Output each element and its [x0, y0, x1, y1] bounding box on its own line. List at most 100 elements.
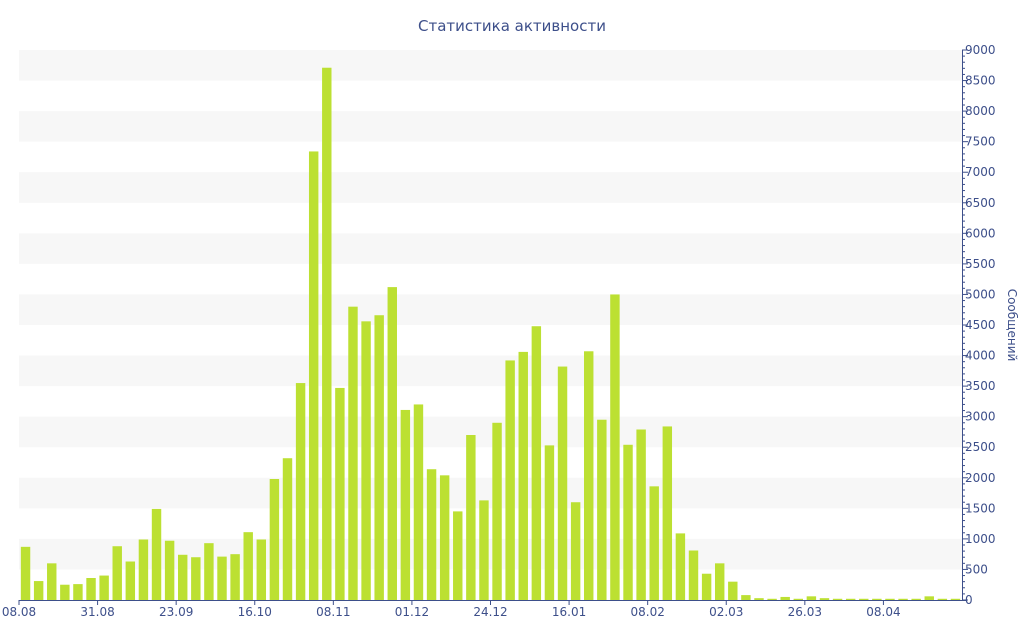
bar — [33, 581, 44, 600]
bar — [112, 546, 122, 600]
bar — [623, 444, 633, 600]
y-tick-label: 6000 — [965, 226, 996, 240]
y-tick-label: 7000 — [965, 165, 996, 179]
bar — [308, 151, 319, 600]
bar — [610, 294, 620, 600]
bar — [453, 511, 463, 600]
y-tick-label: 9000 — [965, 43, 996, 57]
bar — [60, 584, 70, 600]
bar — [885, 598, 895, 600]
bar — [636, 429, 646, 600]
y-tick-label: 0 — [965, 593, 973, 607]
bar — [466, 435, 476, 600]
y-tick-label: 6500 — [965, 196, 996, 210]
bar — [99, 575, 109, 600]
y-tick-label: 4000 — [965, 349, 996, 363]
bar — [204, 543, 214, 600]
x-tick-label: 26.03 — [788, 605, 822, 619]
bar — [688, 550, 699, 600]
y-tick-label: 7500 — [965, 135, 996, 149]
bar — [832, 598, 843, 600]
bar — [557, 366, 568, 600]
bar — [859, 598, 869, 600]
bar — [256, 539, 267, 600]
bar — [649, 486, 659, 600]
bar — [518, 351, 528, 600]
grid-band — [19, 111, 962, 142]
y-tick-label: 5500 — [965, 257, 996, 271]
bar — [937, 598, 948, 600]
bar — [819, 598, 830, 600]
bar — [780, 596, 790, 600]
bar — [217, 556, 227, 600]
x-tick-label: 08.11 — [316, 605, 350, 619]
bar — [243, 532, 253, 600]
bar — [20, 546, 31, 600]
bar — [584, 351, 594, 600]
bar — [387, 287, 397, 600]
x-tick-label: 02.03 — [709, 605, 743, 619]
bar — [295, 383, 306, 600]
bar — [47, 563, 57, 600]
bar — [767, 598, 777, 600]
bar — [138, 539, 149, 600]
bar — [322, 67, 332, 601]
x-tick-label: 01.12 — [395, 605, 429, 619]
y-tick-label: 8000 — [965, 104, 996, 118]
bar — [151, 508, 162, 600]
bar — [950, 598, 961, 600]
bar — [439, 475, 450, 600]
grid-band — [19, 233, 962, 264]
bar — [492, 422, 502, 600]
x-tick-label: 23.09 — [159, 605, 193, 619]
grid-bands — [19, 50, 962, 570]
y-tick-label: 3500 — [965, 379, 996, 393]
x-tick-label: 24.12 — [473, 605, 507, 619]
bar — [714, 563, 725, 600]
bar — [86, 578, 96, 600]
bar — [282, 458, 293, 600]
grid-band — [19, 477, 962, 509]
bar — [741, 595, 751, 600]
bar — [178, 554, 188, 600]
grid-band — [19, 172, 962, 203]
x-tick-label: 08.02 — [630, 605, 664, 619]
x-tick-label: 16.01 — [552, 605, 586, 619]
bar — [413, 404, 424, 600]
bar — [230, 554, 240, 600]
bar — [675, 533, 686, 600]
bar — [793, 598, 803, 600]
y-tick-label: 1000 — [965, 532, 996, 546]
y-tick-label: 500 — [965, 562, 988, 576]
y-tick-label: 8500 — [965, 74, 996, 88]
grid-band — [19, 416, 962, 448]
x-tick-label: 08.04 — [866, 605, 900, 619]
bar — [754, 598, 764, 600]
bar — [164, 540, 175, 600]
grid-band — [19, 294, 962, 325]
y-tick-label: 3000 — [965, 410, 996, 424]
bar — [570, 502, 581, 600]
grid-band — [19, 355, 962, 387]
bar — [531, 326, 542, 600]
bar — [597, 419, 607, 600]
grid-band — [19, 538, 962, 570]
bar — [348, 306, 358, 600]
bar — [125, 561, 136, 600]
bar — [845, 598, 856, 600]
bar — [73, 584, 83, 600]
bar — [335, 387, 345, 600]
y-tick-label: 2000 — [965, 471, 996, 485]
x-tick-label: 08.08 — [2, 605, 36, 619]
bar — [806, 596, 817, 600]
chart-title: Статистика активности — [418, 17, 606, 35]
bar — [662, 426, 673, 600]
bar — [191, 557, 201, 600]
bar — [701, 573, 712, 600]
y-tick-label: 4500 — [965, 318, 996, 332]
bar — [269, 479, 280, 600]
bar — [872, 598, 882, 600]
bar — [898, 598, 908, 600]
